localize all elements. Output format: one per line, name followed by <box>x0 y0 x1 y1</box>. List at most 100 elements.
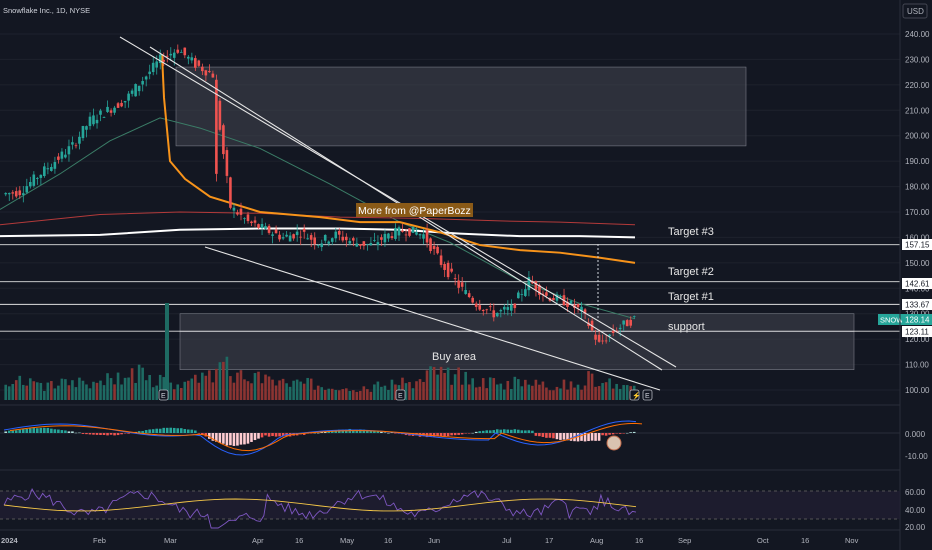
horizontal-levels <box>0 244 900 332</box>
macd-histogram-bar <box>555 433 559 440</box>
candle-body <box>137 85 141 92</box>
macd-histogram-bar <box>492 430 496 433</box>
volume-bar <box>485 388 489 400</box>
volume-bar <box>176 384 180 400</box>
volume-bar <box>218 362 222 400</box>
macd-histogram-bar <box>481 430 485 433</box>
candle-body <box>4 193 8 195</box>
macd-signal-line[interactable] <box>9 422 643 452</box>
volume-bar <box>502 389 506 400</box>
earnings-marker-1[interactable] <box>158 389 169 401</box>
earnings-marker-2[interactable] <box>395 389 406 401</box>
candle-body <box>306 238 309 240</box>
candle-body <box>232 207 236 211</box>
candle-body <box>179 52 183 53</box>
candle-body <box>106 106 109 112</box>
promo-badge[interactable] <box>356 203 473 217</box>
candle-body <box>25 186 29 193</box>
sma-white-line[interactable] <box>0 227 636 239</box>
candle-body <box>46 168 50 170</box>
split-marker[interactable] <box>629 389 640 401</box>
volume-bar <box>113 384 116 400</box>
volume-bar <box>510 389 513 400</box>
macd-histogram-bar <box>302 433 306 435</box>
candle-body <box>85 126 88 130</box>
candle-body <box>285 234 288 237</box>
volume-bar <box>134 382 137 400</box>
macd-histogram-bar <box>502 429 506 433</box>
macd-histogram-bar <box>46 427 50 433</box>
macd-histogram-bar <box>267 433 271 437</box>
volume-bar <box>14 380 18 400</box>
date-tick-label: Jul <box>502 536 512 545</box>
macd-histogram-bar <box>155 428 158 433</box>
sma-red-line[interactable] <box>0 211 636 226</box>
macd-histogram-bar <box>527 430 531 433</box>
volume-bar <box>559 388 562 400</box>
candle-body <box>436 246 439 254</box>
candle-body <box>67 146 71 155</box>
volume-bar <box>243 379 246 400</box>
price-axis[interactable]: 240.00 230.00 220.00 210.00 200.00 190.00 180.… <box>905 30 930 395</box>
macd-histogram-bar <box>179 428 183 433</box>
volume-bar <box>545 387 548 400</box>
volume-bar <box>548 390 552 400</box>
candle-body <box>443 263 446 270</box>
volume-bar <box>50 381 53 400</box>
candle-body <box>141 81 144 85</box>
currency-button[interactable] <box>902 3 928 19</box>
candles <box>4 44 636 346</box>
macd-histogram-bar <box>460 433 464 435</box>
price-zone[interactable] <box>179 331 855 370</box>
candle-body <box>50 167 53 171</box>
price-zone[interactable] <box>175 66 747 147</box>
macd-histogram-bar <box>201 433 204 435</box>
macd-histogram-bar <box>344 429 348 433</box>
candle-body <box>446 262 450 278</box>
volume-bar <box>625 385 629 400</box>
volume-bar <box>64 379 67 400</box>
macd-histogram-bar <box>380 431 383 433</box>
macd-histogram-bar <box>559 433 562 440</box>
macd-histogram-bar <box>513 429 517 433</box>
macd-histogram-bar <box>278 433 281 437</box>
candle-body <box>524 289 527 296</box>
earnings-marker-3[interactable] <box>642 389 653 401</box>
macd-histogram-bar <box>36 428 39 433</box>
volume-bar <box>439 366 443 400</box>
volume-bar <box>467 384 471 400</box>
date-axis[interactable]: 2024 Feb Mar Apr 16 May 16 Jun Jul 17 Aug 16 Sep Oct 1… <box>1 536 859 545</box>
candle-body <box>373 239 376 241</box>
macd-histogram-bar <box>123 433 127 434</box>
macd-histogram-bar <box>141 431 144 433</box>
candle-body <box>520 294 524 295</box>
macd-histogram-bar <box>74 432 78 434</box>
price-tick-label: 180.00 <box>905 183 930 192</box>
date-tick-label: 16 <box>635 536 643 545</box>
macd-histogram-bar <box>387 432 390 434</box>
annotation-target-1: Target #1 <box>668 291 714 303</box>
lower-trendline[interactable] <box>204 246 661 391</box>
price-tick-label: 230.00 <box>905 55 930 64</box>
volume-bar <box>278 380 281 400</box>
candle-body <box>316 245 320 246</box>
price-tick-label: 170.00 <box>905 208 930 217</box>
promo-text[interactable]: More from @PaperBozz <box>358 205 471 217</box>
candle-body <box>453 278 457 280</box>
candle-body <box>99 110 102 115</box>
rsi-line[interactable] <box>3 487 637 529</box>
candle-body <box>439 255 443 265</box>
candle-body <box>246 214 250 222</box>
upper-trendline-1[interactable] <box>119 36 677 368</box>
volume-bar <box>95 382 99 400</box>
ema-orange-line[interactable] <box>161 54 636 264</box>
rsi-ma-line[interactable] <box>3 498 637 512</box>
macd-histogram-bar <box>611 433 615 435</box>
volume-bar <box>457 367 460 400</box>
price-zone[interactable] <box>179 313 855 332</box>
macd-histogram-bar <box>369 430 373 433</box>
macd-histogram-bar <box>250 433 253 442</box>
macd-histogram-bar <box>432 433 436 437</box>
date-tick-label: 16 <box>295 536 303 545</box>
